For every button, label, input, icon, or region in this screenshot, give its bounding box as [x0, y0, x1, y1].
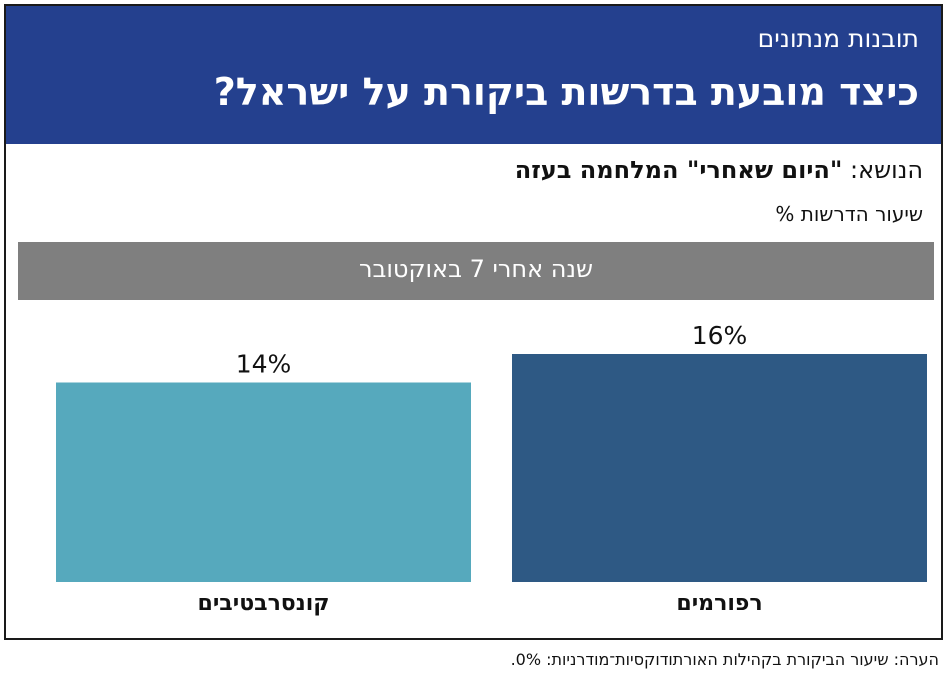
value-label-0: 16% — [692, 321, 748, 350]
bar-0 — [512, 354, 927, 582]
period-band-label: שנה אחרי 7 באוקטובר — [358, 255, 594, 283]
category-label-0: רפורמים — [676, 591, 762, 616]
topic-line: הנושא: "היום שאחרי" המלחמה בעזה — [515, 156, 923, 184]
y-axis-label: שיעור הדרשות % — [775, 202, 923, 226]
topic-prefix: הנושא: — [842, 156, 923, 184]
category-label-1: קונסרבטיבים — [198, 591, 330, 616]
topic-subject: "היום שאחרי" המלחמה בעזה — [514, 156, 843, 184]
footnote: הערה: שיעור הביקורת בקהילות האורתודוקסיו… — [510, 650, 939, 669]
value-label-1: 14% — [236, 350, 292, 379]
header-banner: תובנות מנתונים כיצד מובעת בדרשות ביקורת … — [6, 6, 941, 144]
chart-title: כיצד מובעת בדרשות ביקורת על ישראל? — [213, 70, 919, 114]
period-band: שנה אחרי 7 באוקטובר — [18, 242, 934, 300]
kicker: תובנות מנתונים — [757, 24, 919, 53]
bar-1 — [56, 382, 471, 582]
